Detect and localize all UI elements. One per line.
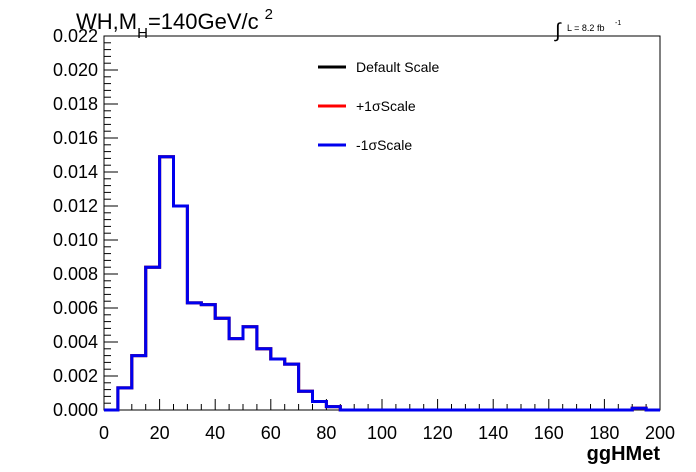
x-tick-label: 20: [150, 423, 170, 443]
y-axis: 0.000 0.002 0.004 0.006 0.008 0.010 0.012 0.014…: [53, 26, 118, 420]
lumi-superscript: -1: [615, 20, 621, 27]
x-tick-label: 60: [261, 423, 281, 443]
y-tick-label: 0.008: [53, 264, 98, 284]
y-tick-label: 0.018: [53, 94, 98, 114]
series-line-2: [104, 155, 660, 412]
x-tick-label: 0: [99, 423, 109, 443]
x-tick-label: 180: [589, 423, 619, 443]
x-tick-label: 140: [478, 423, 508, 443]
y-tick-label: 0.014: [53, 162, 98, 182]
lumi-label: L = 8.2 fb: [567, 23, 604, 33]
legend-label-plus1sigma: +1σScale: [356, 98, 416, 114]
x-tick-label: 100: [367, 423, 397, 443]
y-tick-label: 0.012: [53, 196, 98, 216]
series-layer: [104, 155, 660, 412]
lumi-integral-icon: ∫: [554, 20, 562, 42]
title-superscript: 2: [265, 6, 273, 23]
x-axis: 0 20 40 60 80 100 120 140 160 180 200: [99, 399, 675, 443]
legend-label-minus1sigma: -1σScale: [356, 137, 412, 153]
y-tick-label: 0.004: [53, 332, 98, 352]
legend-label-default: Default Scale: [356, 59, 439, 75]
y-tick-label: 0.016: [53, 128, 98, 148]
plot-title: WH,MH=140GeV/c 2: [76, 6, 273, 42]
x-tick-label: 160: [534, 423, 564, 443]
legend: Default Scale +1σScale -1σScale: [318, 59, 439, 153]
x-tick-label: 120: [423, 423, 453, 443]
x-tick-label: 40: [205, 423, 225, 443]
y-tick-label: 0.020: [53, 60, 98, 80]
x-tick-label: 80: [316, 423, 336, 443]
title-rest: =140GeV/c: [148, 9, 259, 34]
x-axis-label: ggHMet: [587, 443, 661, 465]
x-tick-label: 200: [645, 423, 675, 443]
y-tick-label: 0.022: [53, 26, 98, 46]
y-tick-label: 0.010: [53, 230, 98, 250]
y-tick-label: 0.000: [53, 400, 98, 420]
y-tick-label: 0.002: [53, 366, 98, 386]
y-tick-label: 0.006: [53, 298, 98, 318]
title-main: WH,M: [76, 9, 137, 34]
title-subscript: H: [137, 25, 148, 42]
